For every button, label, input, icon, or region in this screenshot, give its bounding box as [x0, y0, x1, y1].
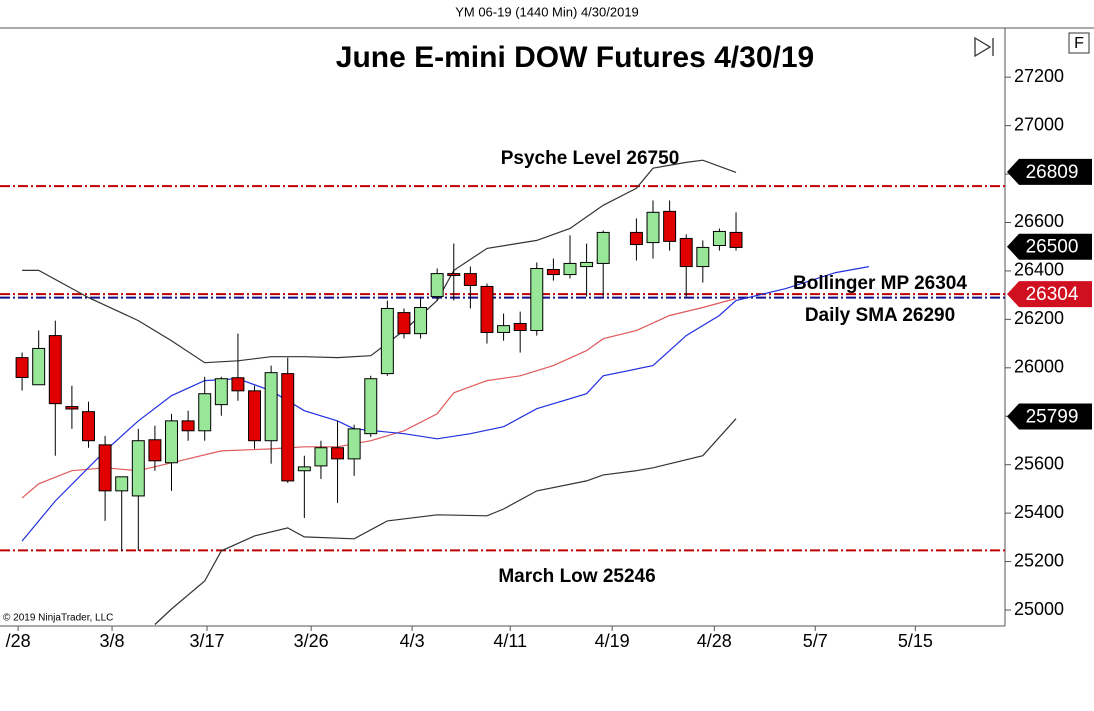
candle-body [181, 420, 195, 432]
candle-body [629, 231, 643, 246]
candle-body [214, 378, 228, 406]
y-tick-label: 26400 [1014, 260, 1064, 280]
candle-body [513, 322, 527, 332]
candle-body [497, 325, 511, 333]
candle-body [580, 261, 594, 268]
toolbar-button[interactable] [1068, 32, 1090, 54]
candle-body [596, 231, 610, 264]
y-tick-label: 26200 [1014, 308, 1064, 328]
candle-body [712, 230, 726, 246]
indicator-line [154, 418, 737, 625]
candle-body [82, 411, 95, 442]
candle-body [364, 378, 378, 435]
y-tick-label: 27200 [1014, 66, 1064, 86]
candle-body [546, 268, 560, 276]
y-tick-label: 25400 [1014, 502, 1064, 522]
x-tick-label: 4/3 [400, 631, 425, 651]
candle-body [32, 347, 46, 386]
candle-body [281, 373, 295, 482]
price-marker [1007, 281, 1092, 308]
candle-body [148, 439, 162, 462]
price-marker [1007, 403, 1092, 430]
price-marker-label: 26500 [1026, 237, 1079, 258]
candle-body [131, 440, 145, 497]
x-tick-label: /28 [6, 631, 31, 651]
y-tick-label: 25600 [1014, 453, 1064, 473]
candle-body [264, 372, 278, 442]
price-marker-label: 26304 [1026, 284, 1079, 305]
candle-body [248, 390, 262, 442]
y-tick-label: 25200 [1014, 550, 1064, 570]
candle-body [314, 447, 328, 467]
candle-body [480, 285, 494, 333]
play-icon-shape[interactable] [974, 36, 992, 58]
candle-body [397, 312, 411, 335]
candle-body [729, 231, 743, 248]
y-tick-label: 26000 [1014, 357, 1064, 377]
play-icon[interactable] [974, 36, 994, 58]
price-marker-label: 25799 [1026, 407, 1079, 428]
price-marker [1007, 233, 1092, 260]
candle-body [98, 444, 112, 492]
candle-body [198, 393, 212, 432]
toolbar-button-label[interactable]: F [1074, 35, 1084, 52]
candle-body [231, 377, 245, 392]
candle-body [646, 211, 660, 244]
price-marker-label: 26809 [1026, 162, 1079, 183]
y-tick-label: 25000 [1014, 599, 1064, 619]
candle-body [447, 273, 461, 277]
level-label: Daily SMA 26290 [805, 305, 955, 326]
candle-body [65, 406, 79, 410]
level-label: March Low 25246 [498, 566, 655, 587]
candle-body [430, 273, 444, 298]
x-tick-label: 5/7 [803, 631, 828, 651]
chart-title: June E-mini DOW Futures 4/30/19 [336, 41, 814, 74]
candle-body [696, 246, 710, 268]
y-tick-label: 27000 [1014, 114, 1064, 134]
candle-body [297, 466, 311, 472]
candle-body [663, 210, 677, 242]
level-label: Bollinger MP 26304 [793, 273, 967, 294]
candle-body [165, 420, 178, 464]
candle-body [347, 428, 361, 460]
candle-body [48, 335, 62, 405]
indicator-line [21, 297, 737, 499]
level-label: Psyche Level 26750 [501, 148, 680, 169]
x-tick-label: 4/28 [697, 631, 732, 651]
candle-body [414, 307, 428, 335]
copyright: © 2019 NinjaTrader, LLC [3, 613, 113, 624]
y-tick-label: 26600 [1014, 211, 1064, 231]
x-tick-label: 3/8 [100, 631, 125, 651]
candle-body [115, 476, 129, 492]
x-tick-label: 4/11 [493, 631, 527, 651]
candle-body [679, 237, 693, 268]
candle-body [15, 357, 29, 378]
candle-body [563, 262, 577, 276]
chart-header: YM 06-19 (1440 Min) 4/30/2019 [455, 4, 639, 19]
x-tick-label: 4/19 [595, 631, 630, 651]
x-tick-label: 3/17 [190, 631, 225, 651]
price-marker [1007, 158, 1092, 185]
candle-body [463, 273, 477, 286]
candle-body [530, 268, 544, 332]
candle-body [380, 307, 394, 375]
candle-body [331, 447, 345, 460]
indicator-line [21, 266, 870, 542]
x-tick-label: 3/26 [294, 631, 329, 651]
x-tick-label: 5/15 [898, 631, 933, 651]
